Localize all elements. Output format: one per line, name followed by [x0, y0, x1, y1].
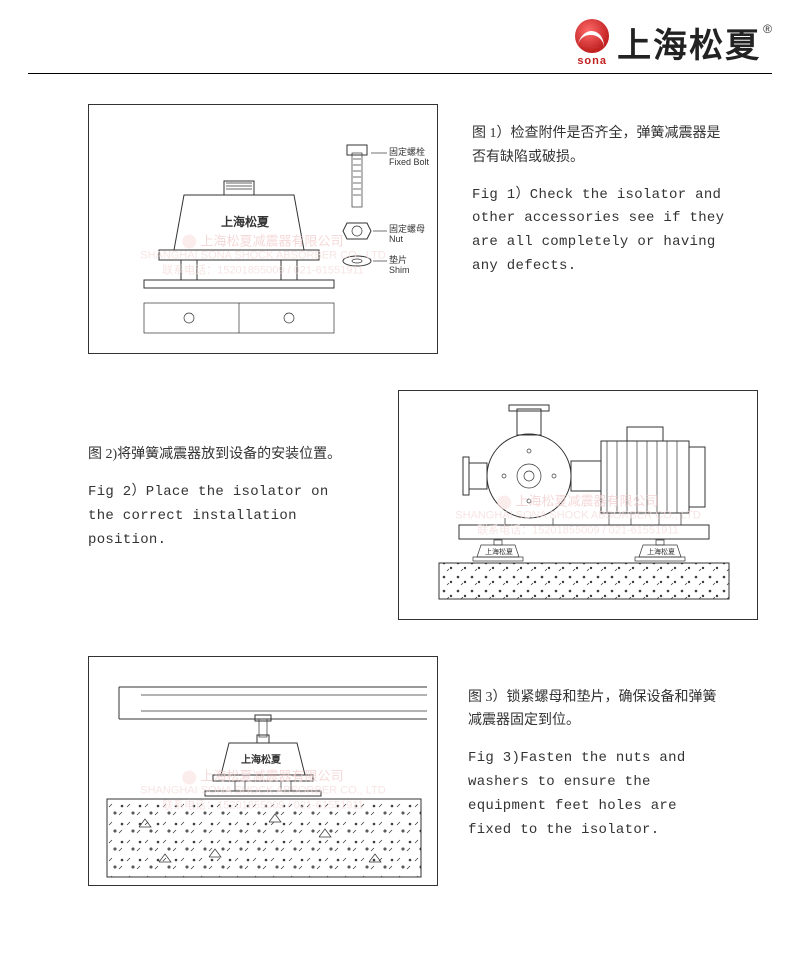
section3-zh: 图 3）锁紧螺母和垫片，确保设备和弹簧减震器固定到位。: [468, 686, 728, 734]
fig1-callout-shim-en: Shim: [389, 265, 410, 275]
fig1-callout-nut: 固定螺母 Nut: [389, 224, 425, 245]
section2-zh: 图 2)将弹簧减震器放到设备的安装位置。: [88, 443, 348, 467]
text-block-1: 图 1）检查附件是否齐全，弹簧减震器是否有缺陷或破损。 Fig 1）Check …: [472, 122, 732, 293]
section-3: 上海松夏 上海松夏减震器有限公司 SHANGHAI SONA SHOCK ABS…: [28, 656, 772, 886]
figure-2: 上海松夏 上海松夏 上海松夏减震器有限公司 SHANGHAI SONA SHOC…: [398, 390, 758, 620]
fig1-callout-shim-zh: 垫片: [389, 255, 407, 265]
text-block-3: 图 3）锁紧螺母和垫片，确保设备和弹簧减震器固定到位。 Fig 3)Fasten…: [468, 686, 728, 857]
section3-en: Fig 3)Fasten the nuts and washers to ens…: [468, 747, 728, 842]
fig2-isolator-left-label: 上海松夏: [485, 547, 513, 557]
sona-wordmark: sona: [577, 55, 607, 67]
fig1-isolator-label: 上海松夏: [221, 213, 269, 230]
fig1-callout-nut-en: Nut: [389, 234, 403, 244]
fig1-callout-bolt: 固定螺栓 Fixed Bolt: [389, 147, 429, 168]
fig1-callout-bolt-zh: 固定螺栓: [389, 147, 425, 157]
sona-logo-icon: [575, 19, 609, 53]
section2-en: Fig 2）Place the isolator on the correct …: [88, 481, 348, 552]
registered-mark-icon: ®: [763, 22, 772, 36]
text-block-2: 图 2)将弹簧减震器放到设备的安装位置。 Fig 2）Place the iso…: [88, 443, 348, 566]
section1-zh: 图 1）检查附件是否齐全，弹簧减震器是否有缺陷或破损。: [472, 122, 732, 170]
figure-1: 上海松夏 固定螺栓 Fixed Bolt 固定螺母 Nut 垫片 Shim 上海…: [88, 104, 438, 354]
fig3-isolator-label: 上海松夏: [241, 751, 281, 766]
fig1-callout-shim: 垫片 Shim: [389, 255, 410, 276]
section-1: 上海松夏 固定螺栓 Fixed Bolt 固定螺母 Nut 垫片 Shim 上海…: [28, 104, 772, 354]
fig2-isolator-right-label: 上海松夏: [647, 547, 675, 557]
fig1-callout-bolt-en: Fixed Bolt: [389, 157, 429, 167]
brand-header: sona 上海松夏 ®: [28, 18, 772, 74]
fig1-callout-nut-zh: 固定螺母: [389, 224, 425, 234]
section-2: 图 2)将弹簧减震器放到设备的安装位置。 Fig 2）Place the iso…: [28, 390, 772, 620]
section1-en: Fig 1）Check the isolator and other acces…: [472, 184, 732, 279]
brand-title: 上海松夏: [617, 18, 761, 67]
brand-logo: sona: [575, 19, 609, 67]
figure-3: 上海松夏 上海松夏减震器有限公司 SHANGHAI SONA SHOCK ABS…: [88, 656, 438, 886]
